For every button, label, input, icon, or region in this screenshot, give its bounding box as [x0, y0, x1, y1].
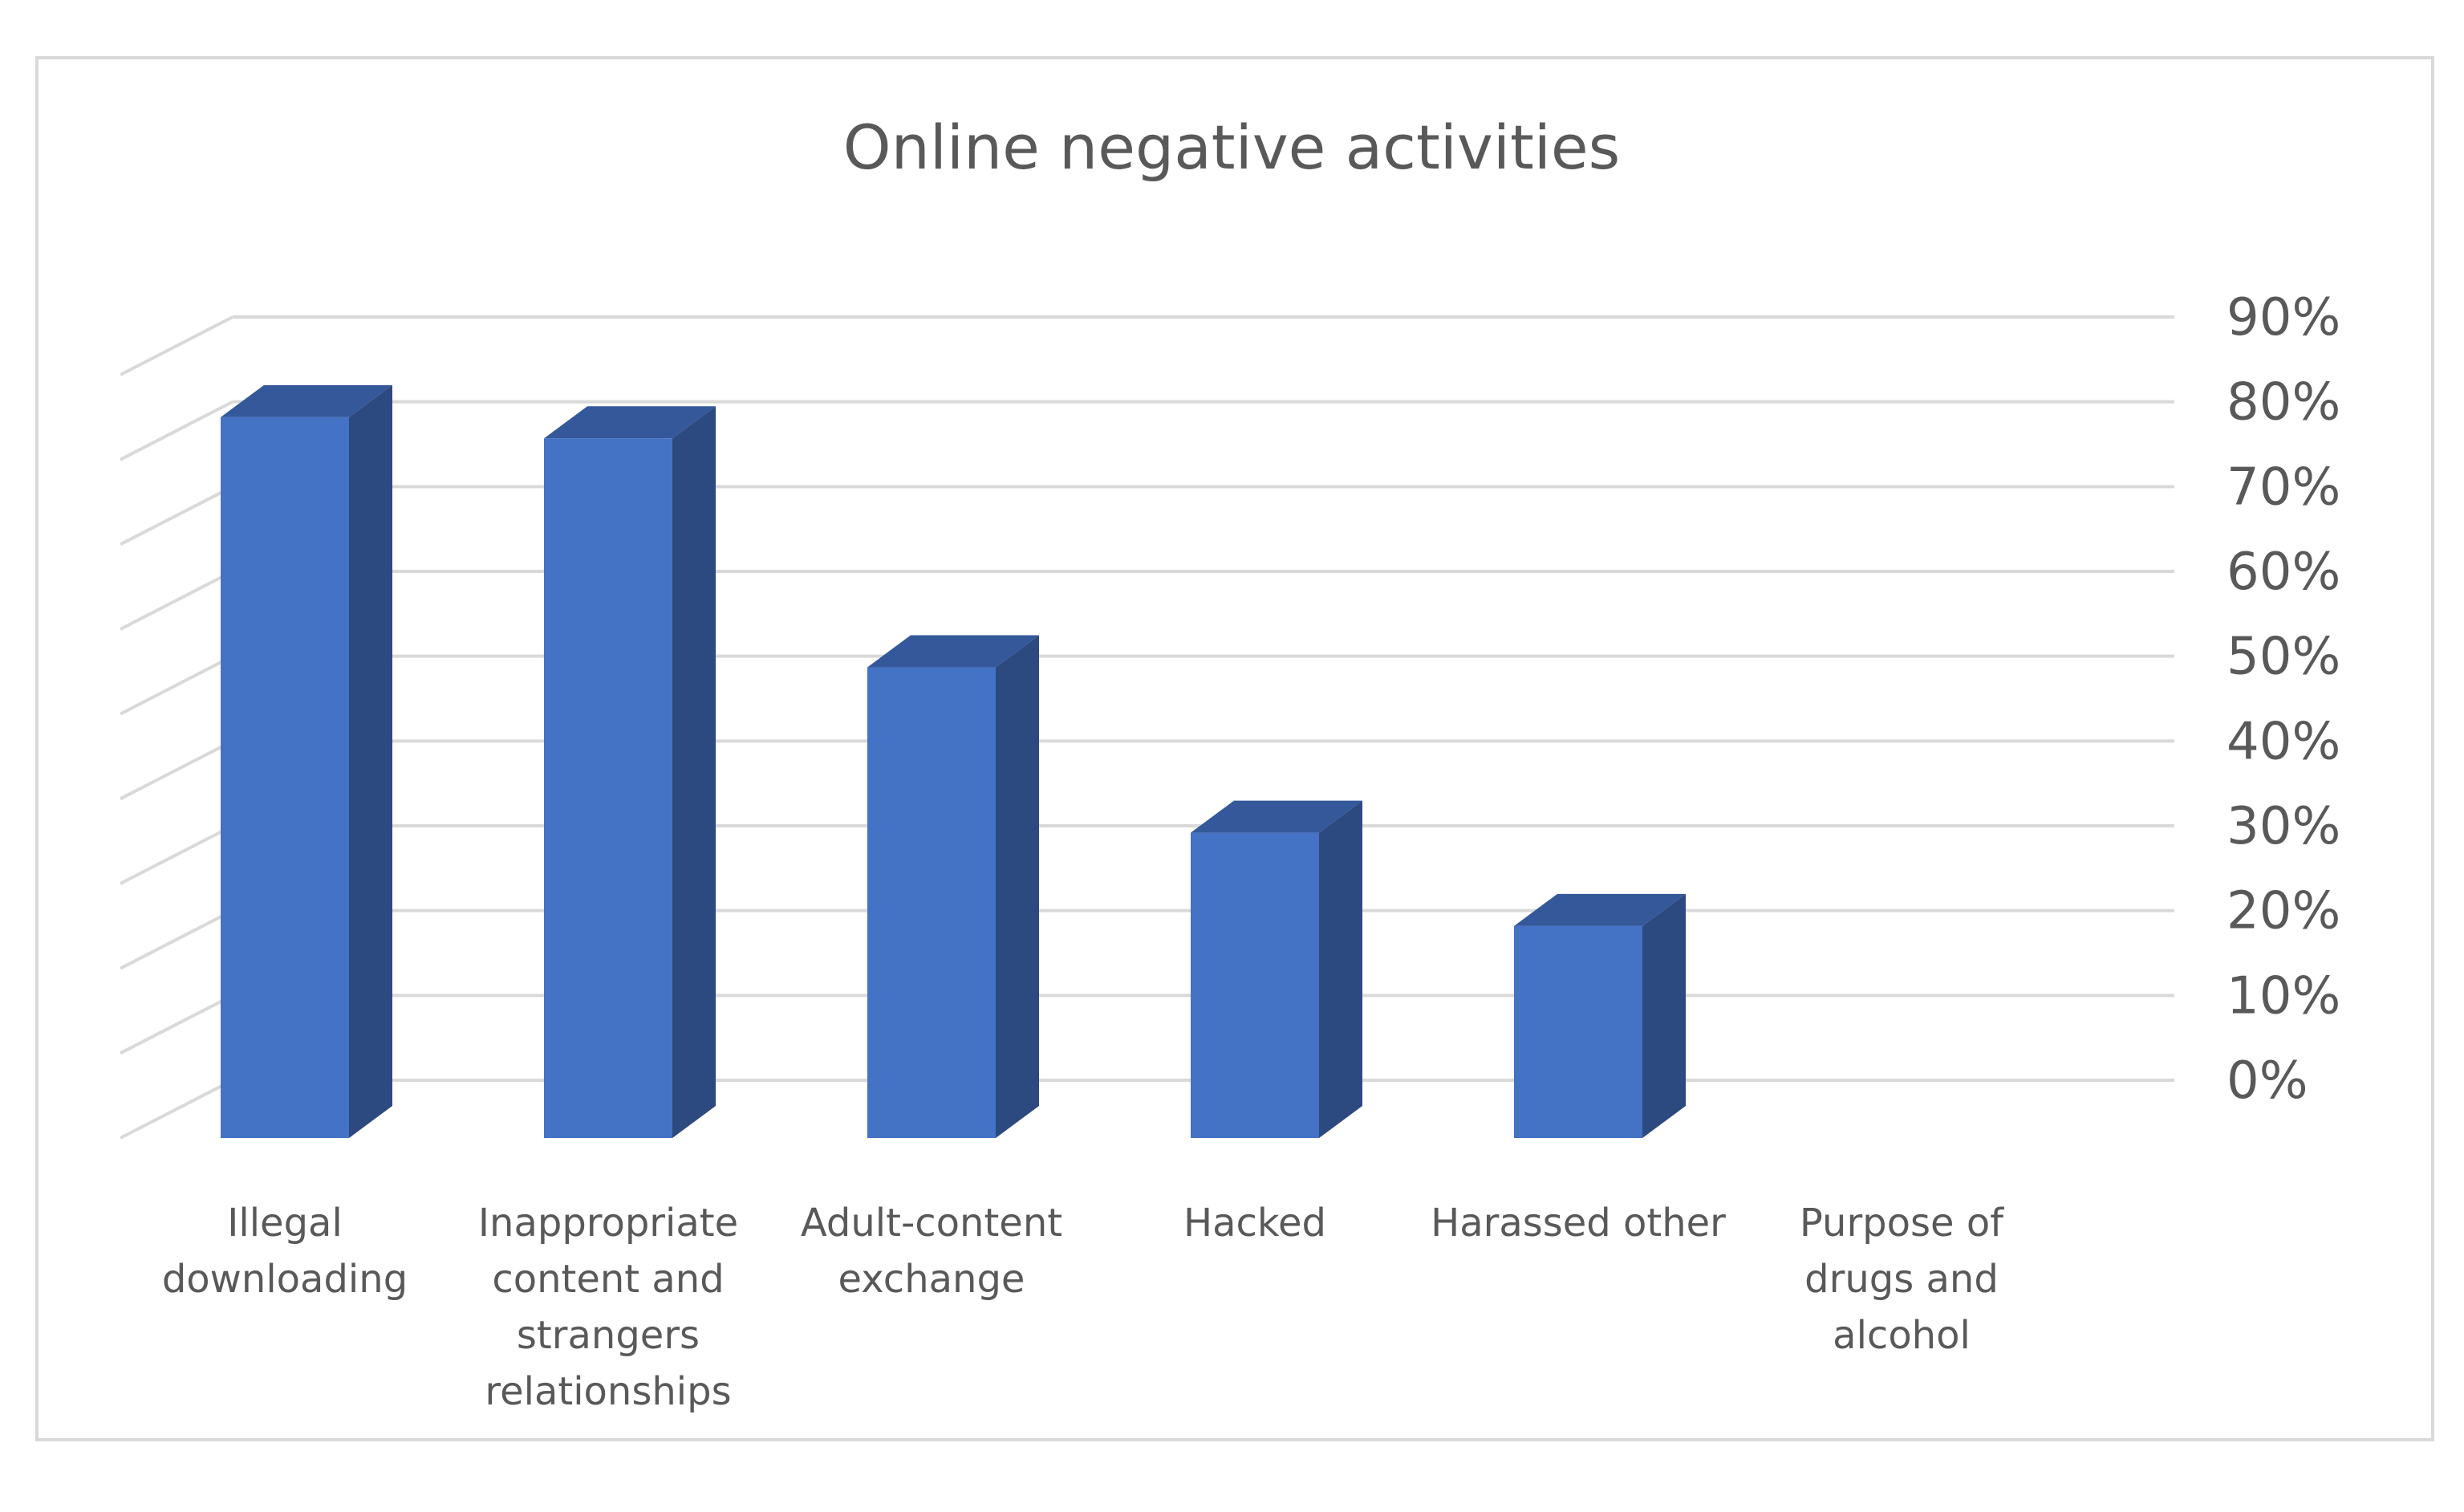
- bar-side: [1642, 893, 1686, 1138]
- x-tick-label: Adult-content exchange: [801, 1201, 1062, 1302]
- x-tick-label: Purpose of drugs and alcohol: [1800, 1201, 2004, 1358]
- x-tick-label: Illegal downloading: [162, 1201, 408, 1302]
- x-tick-label-line: Adult-content: [801, 1201, 1062, 1246]
- gridline-side: [120, 739, 233, 801]
- y-tick-label: 20%: [2227, 882, 2340, 941]
- x-tick-label-line: Purpose of: [1800, 1201, 2004, 1246]
- y-tick-label: 60%: [2227, 543, 2340, 602]
- gridline-side: [120, 654, 233, 716]
- x-tick-label-line: strangers: [517, 1313, 700, 1358]
- y-tick-label: 30%: [2227, 797, 2340, 856]
- y-tick-label: 50%: [2227, 628, 2340, 687]
- bar: [221, 417, 349, 1138]
- gridline-side: [120, 908, 233, 970]
- x-tick-label: Inappropriate content and strangers relatio…: [478, 1201, 738, 1414]
- gridline-side: [120, 994, 233, 1055]
- y-tick-label: 90%: [2227, 288, 2340, 348]
- gridline-side: [120, 315, 233, 376]
- gridline-side: [120, 400, 233, 461]
- bar: [1191, 832, 1319, 1138]
- bar-side: [996, 635, 1039, 1138]
- bar: [544, 438, 672, 1138]
- x-tick-label-line: alcohol: [1833, 1313, 1971, 1358]
- x-tick-label-line: Hacked: [1183, 1201, 1326, 1246]
- y-tick-label: 0%: [2227, 1051, 2308, 1111]
- y-tick-label: 70%: [2227, 457, 2340, 517]
- bar-top: [221, 384, 392, 417]
- x-tick-label-line: downloading: [162, 1257, 408, 1302]
- bar: [1514, 925, 1642, 1138]
- bar-side: [349, 384, 392, 1138]
- bar-side: [672, 406, 716, 1138]
- x-tick-label: Harassed other: [1431, 1201, 1726, 1246]
- x-tick-label-line: Illegal: [227, 1201, 343, 1246]
- chart-title: Online negative activities: [843, 112, 1620, 183]
- gridline-side: [120, 824, 233, 885]
- bar-side: [1319, 800, 1362, 1138]
- bar-top: [1191, 800, 1362, 833]
- bars: [221, 384, 1686, 1138]
- y-tick-label: 80%: [2227, 373, 2340, 433]
- x-tick-label-line: Inappropriate: [478, 1201, 738, 1246]
- x-tick-label-line: relationships: [485, 1369, 731, 1414]
- bar-top: [544, 406, 716, 439]
- gridline-side: [120, 570, 233, 631]
- x-tick-label-line: exchange: [838, 1257, 1025, 1302]
- y-tick-label: 40%: [2227, 712, 2340, 771]
- y-tick-label: 10%: [2227, 966, 2340, 1026]
- chart-frame: [35, 56, 2434, 1441]
- gridline-side: [120, 1079, 233, 1140]
- x-tick-label-line: Harassed other: [1431, 1201, 1726, 1246]
- gridline-side: [120, 485, 233, 547]
- x-tick-label-line: drugs and: [1804, 1257, 1999, 1302]
- x-axis-categories: Illegal downloading Inappropriate content a…: [162, 1201, 2004, 1414]
- bar-top: [1514, 893, 1686, 926]
- bar: [867, 667, 996, 1138]
- x-tick-label-line: content and: [492, 1257, 724, 1302]
- y-axis-ticks: 0% 10% 20% 30% 40% 50% 60% 70% 80% 90%: [2227, 288, 2340, 1111]
- x-tick-label: Hacked: [1183, 1201, 1326, 1246]
- bar-top: [867, 635, 1039, 668]
